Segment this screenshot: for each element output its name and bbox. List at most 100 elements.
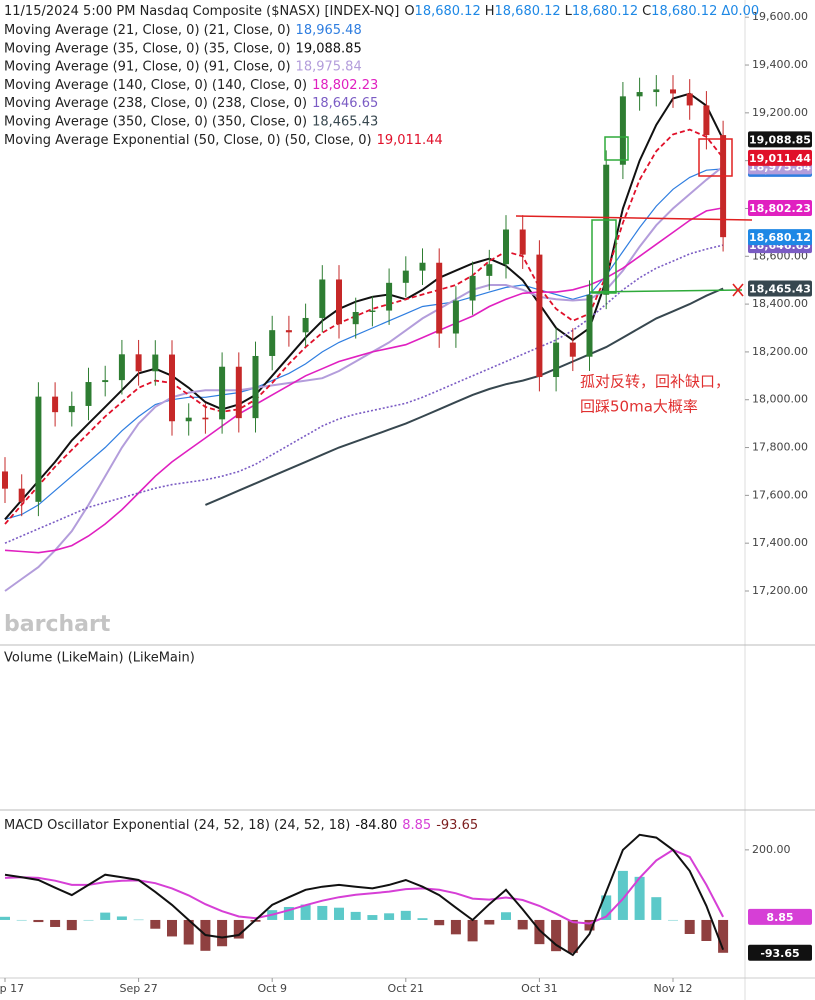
histogram-bar [384,913,395,920]
price-tag-label: -93.65 [760,947,799,960]
legend-name: Moving Average (21, Close, 0) (21, Close… [4,23,291,38]
price-tag [748,280,812,297]
histogram-bar [601,895,612,920]
histogram-bar [183,919,194,945]
panel-title-name: MACD Oscillator Exponential (24, 52, 18)… [4,818,350,833]
price-tag-label: 19,088.85 [749,133,811,146]
candle-body [619,96,626,165]
candle-body [586,294,593,357]
y-tick-label: 18,400.00 [752,297,808,310]
histogram-bar [701,919,712,941]
candle-body [202,417,209,420]
island-box [698,138,733,177]
histogram-bar [83,919,94,921]
y-tick-label: 18,200.00 [752,345,808,358]
candle-body [185,417,192,422]
y-tick-label: 17,800.00 [752,441,808,454]
candle-body [519,229,526,255]
histogram-bar [434,919,445,926]
x-tick-label: Sep 27 [119,982,157,995]
legend-entry: Moving Average (238, Close, 0) (238, Clo… [4,96,378,111]
legend-entry: Moving Average (140, Close, 0) (140, Clo… [4,77,378,92]
histogram-bar [467,919,478,942]
price-tag [748,149,812,166]
x-tick-label: Oct 9 [257,982,287,995]
price-tag-label: 18,680.12 [749,231,811,244]
legend-name: Moving Average (35, Close, 0) (35, Close… [4,41,291,56]
histogram-bar [116,916,127,920]
candle-body [35,396,42,502]
target-mark [732,283,744,297]
candle-body [68,405,75,413]
ohlc-value: 18,680.12 [572,4,638,19]
candle-body [686,93,693,106]
candle-body [569,342,576,357]
y-tick-label: 19,200.00 [752,106,808,119]
price-tag-label: 18,465.43 [749,282,811,295]
candle-body [452,300,459,334]
legend-entry: Moving Average (91, Close, 0) (91, Close… [4,59,362,74]
legend-value: 19,011.44 [377,132,443,147]
histogram-bar [100,912,111,920]
histogram-bar [450,919,461,935]
legend-name: Moving Average (140, Close, 0) (140, Clo… [4,77,307,92]
candle-body [302,317,309,333]
legend-value: 18,965.48 [296,23,362,38]
plot-layer: 17,200.00 17,400.00 17,600.00 17,800.00 18,0… [0,10,812,995]
histogram-bar [718,919,729,953]
y-tick-label: 17,600.00 [752,488,808,501]
candle-body [553,342,560,378]
candle-body [102,380,109,383]
legend-value: 18,802.23 [312,77,378,92]
histogram-bar [517,919,528,930]
macd-line [4,833,725,957]
legend-name: Moving Average (238, Close, 0) (238, Clo… [4,96,307,111]
candle-body [503,229,509,265]
histogram-bar [300,904,311,920]
y-tick-label: 19,400.00 [752,58,808,71]
x-tick-label: Oct 31 [521,982,558,995]
candle-body [336,279,342,325]
island-box [604,136,629,161]
candle-body [252,355,259,419]
legend-entry: Moving Average Exponential (50, Close, 0… [4,132,443,147]
candle-body [419,262,426,271]
candle-body [402,270,409,283]
histogram-bar [684,919,695,934]
ohlc-key: C [642,4,651,19]
histogram-bar [0,916,10,920]
ohlc-value: 18,680.12 [495,4,561,19]
candle-body [670,89,676,94]
ohlc-key: L [565,4,573,19]
histogram-bar [417,918,428,920]
candle-body [352,311,359,325]
x-tick-label: Sep 17 [0,982,24,995]
price-tag [748,944,812,961]
y-tick-label: 200.00 [752,843,791,856]
header-title: 11/15/2024 5:00 PM Nasdaq Composite ($NA… [4,4,399,19]
candle-body [285,330,292,333]
candle-body [118,354,125,381]
legend-name: Moving Average (350, Close, 0) (350, Clo… [4,114,307,129]
histogram-bar [668,919,678,921]
gap-box [591,219,617,294]
annotation: 孤对反转，回补缺口， [580,373,730,391]
ohlc-value: 18,680.12 [651,4,717,19]
histogram-bar [584,919,595,931]
candle-body [135,354,142,372]
histogram-bar [133,919,144,921]
histogram-bar [350,911,361,920]
legend-name: Moving Average Exponential (50, Close, 0… [4,132,372,147]
legend-entry: Moving Average (35, Close, 0) (35, Close… [4,41,362,56]
candle-body [169,354,175,422]
histogram-bar [501,912,511,920]
x-tick-label: Oct 21 [388,982,425,995]
candle-body [603,164,610,295]
price-tag-label: 18,802.23 [749,202,811,215]
candle-body [152,354,159,372]
header: 11/15/2024 5:00 PM Nasdaq Composite ($NA… [4,4,759,19]
histogram-bar [534,919,545,945]
price-tag [748,131,812,148]
y-tick-label: 17,400.00 [752,536,808,549]
